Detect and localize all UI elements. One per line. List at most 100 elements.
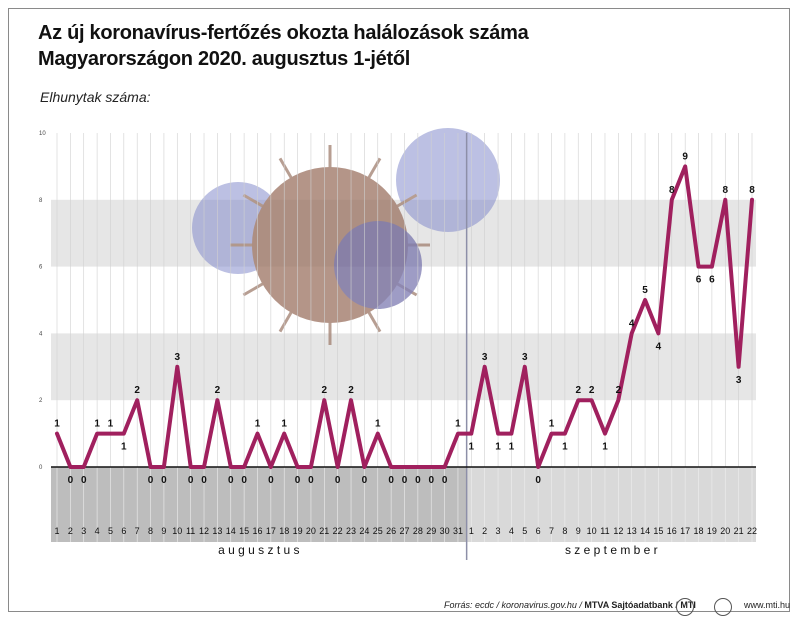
data-label-52: 8 bbox=[749, 185, 755, 196]
x-tick-label-42: 12 bbox=[613, 526, 623, 536]
x-tick-label-35: 5 bbox=[522, 526, 527, 536]
x-tick-label-3: 4 bbox=[95, 526, 100, 536]
data-label-3: 1 bbox=[94, 419, 100, 430]
y-band-0 bbox=[51, 333, 756, 401]
x-tick-label-44: 14 bbox=[640, 526, 650, 536]
x-tick-label-6: 7 bbox=[135, 526, 140, 536]
x-tick-label-30: 31 bbox=[453, 526, 463, 536]
data-label-7: 0 bbox=[148, 475, 154, 486]
data-label-6: 2 bbox=[134, 385, 140, 396]
data-point-9 bbox=[175, 365, 179, 369]
data-point-13 bbox=[229, 465, 233, 469]
data-label-29: 0 bbox=[442, 475, 448, 486]
data-point-42 bbox=[616, 398, 620, 402]
x-tick-label-28: 29 bbox=[426, 526, 436, 536]
data-label-27: 0 bbox=[415, 475, 421, 486]
x-tick-label-10: 11 bbox=[186, 526, 195, 536]
source-bold-text: MTVA Sajtóadatbank / MTI bbox=[584, 600, 696, 610]
data-point-16 bbox=[269, 465, 273, 469]
data-point-48 bbox=[696, 265, 701, 269]
data-point-38 bbox=[563, 432, 567, 436]
data-label-36: 0 bbox=[535, 475, 541, 486]
data-point-22 bbox=[349, 398, 353, 402]
virus-blue-right bbox=[396, 128, 500, 232]
x-tick-label-7: 8 bbox=[148, 526, 153, 536]
x-tick-label-15: 16 bbox=[252, 526, 262, 536]
data-point-46 bbox=[670, 198, 674, 202]
data-point-27 bbox=[416, 465, 420, 469]
data-point-31 bbox=[469, 432, 473, 436]
data-label-9: 3 bbox=[175, 352, 181, 363]
data-point-25 bbox=[389, 465, 393, 469]
chart-title: Az új koronavírus-fertőzés okozta halálo… bbox=[38, 20, 658, 72]
x-tick-label-51: 21 bbox=[734, 526, 744, 536]
x-tick-label-1: 2 bbox=[68, 526, 73, 536]
data-label-20: 2 bbox=[322, 385, 328, 396]
data-point-17 bbox=[282, 432, 286, 436]
x-tick-label-38: 8 bbox=[562, 526, 567, 536]
mtva-logo bbox=[676, 598, 694, 616]
data-label-13: 0 bbox=[228, 475, 234, 486]
y-tick-label-2: 2 bbox=[39, 398, 43, 404]
data-point-5 bbox=[122, 432, 126, 436]
data-label-12: 2 bbox=[215, 385, 221, 396]
virus-spike-120 bbox=[278, 309, 294, 333]
data-point-2 bbox=[82, 465, 86, 469]
x-tick-label-34: 4 bbox=[509, 526, 514, 536]
x-tick-label-21: 22 bbox=[333, 526, 343, 536]
data-point-4 bbox=[108, 432, 113, 436]
data-point-32 bbox=[483, 365, 487, 369]
data-point-0 bbox=[55, 432, 59, 436]
data-label-1: 0 bbox=[68, 475, 74, 486]
data-point-24 bbox=[376, 432, 380, 436]
x-tick-label-25: 26 bbox=[386, 526, 396, 536]
x-tick-label-20: 21 bbox=[319, 526, 329, 536]
data-point-1 bbox=[68, 465, 72, 469]
data-label-22: 2 bbox=[348, 385, 354, 396]
x-tick-label-46: 16 bbox=[667, 526, 677, 536]
data-label-10: 0 bbox=[188, 475, 194, 486]
virus-spike-210 bbox=[242, 193, 266, 209]
data-label-43: 4 bbox=[629, 318, 635, 329]
data-label-44: 5 bbox=[642, 285, 648, 296]
y-tick-label-0: 0 bbox=[39, 465, 43, 471]
data-label-14: 0 bbox=[241, 475, 247, 486]
data-label-37: 1 bbox=[549, 419, 555, 430]
data-label-4: 1 bbox=[108, 419, 114, 430]
data-label-33: 1 bbox=[495, 442, 501, 453]
data-label-18: 0 bbox=[295, 475, 301, 486]
data-label-47: 9 bbox=[682, 151, 688, 162]
data-point-33 bbox=[496, 432, 500, 436]
data-point-44 bbox=[643, 298, 647, 302]
data-point-23 bbox=[362, 465, 367, 469]
x-tick-label-52: 22 bbox=[747, 526, 757, 536]
x-tick-label-41: 11 bbox=[600, 526, 609, 536]
data-point-26 bbox=[402, 465, 407, 469]
data-point-47 bbox=[683, 164, 687, 168]
data-point-39 bbox=[576, 398, 580, 402]
data-point-8 bbox=[162, 465, 166, 469]
x-tick-label-13: 14 bbox=[226, 526, 236, 536]
month-label-august: a u g u s z t u s bbox=[218, 543, 299, 557]
data-label-23: 0 bbox=[362, 475, 368, 486]
data-point-11 bbox=[202, 465, 206, 469]
x-tick-label-37: 7 bbox=[549, 526, 554, 536]
data-label-28: 0 bbox=[428, 475, 434, 486]
data-point-6 bbox=[135, 398, 139, 402]
data-label-42: 2 bbox=[616, 385, 622, 396]
september-zero-area bbox=[466, 467, 756, 542]
x-tick-label-47: 17 bbox=[680, 526, 690, 536]
data-point-35 bbox=[523, 365, 527, 369]
data-point-34 bbox=[509, 432, 514, 436]
x-tick-label-22: 23 bbox=[346, 526, 356, 536]
data-label-35: 3 bbox=[522, 352, 528, 363]
x-tick-label-9: 10 bbox=[172, 526, 182, 536]
data-label-40: 2 bbox=[589, 385, 595, 396]
x-tick-label-2: 3 bbox=[81, 526, 86, 536]
data-point-40 bbox=[590, 398, 594, 402]
data-label-31: 1 bbox=[469, 442, 475, 453]
y-tick-label-4: 4 bbox=[39, 331, 43, 337]
data-point-15 bbox=[255, 432, 260, 436]
data-point-19 bbox=[309, 465, 313, 469]
